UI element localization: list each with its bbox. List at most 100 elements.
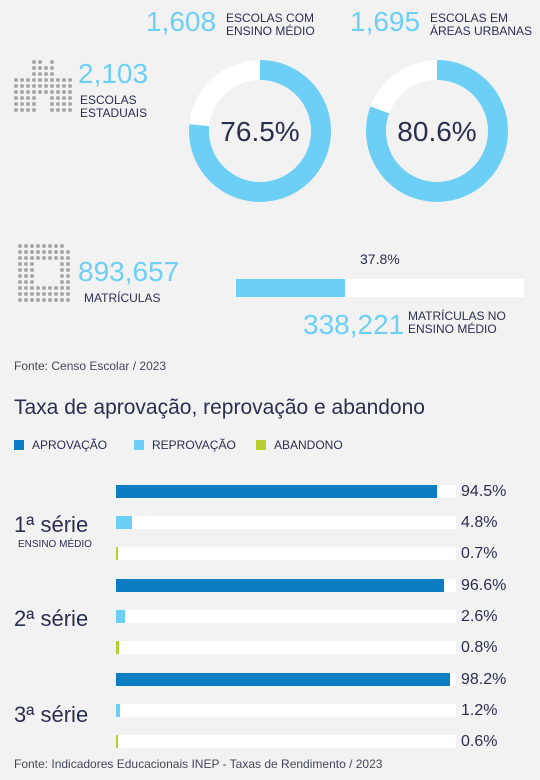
icon-dot — [56, 90, 60, 94]
legend-item-abandono: ABANDONO — [256, 438, 343, 452]
icon-dot — [30, 298, 34, 302]
icon-dot — [62, 78, 66, 82]
icon-dot — [66, 286, 70, 290]
schools-high-school-label-line2: ENSINO MÉDIO — [226, 24, 315, 38]
icon-dot — [50, 60, 54, 64]
icon-dot — [54, 256, 58, 260]
enrollments-label: MATRÍCULAS — [84, 291, 161, 305]
source-bottom: Fonte: Indicadores Educacionais INEP - T… — [14, 757, 383, 771]
icon-dot — [62, 108, 66, 112]
icon-dot — [32, 108, 36, 112]
icon-dot — [54, 292, 58, 296]
legend-item-aprovacao: APROVAÇÃO — [14, 438, 107, 452]
icon-dot — [14, 78, 18, 82]
icon-dot — [18, 262, 22, 266]
icon-dot — [20, 96, 24, 100]
icon-dot — [44, 90, 48, 94]
icon-dot — [62, 84, 66, 88]
icon-dot — [48, 292, 52, 296]
icon-dot — [42, 256, 46, 260]
source-top: Fonte: Censo Escolar / 2023 — [14, 359, 167, 373]
enrollment-bar-fill — [236, 279, 345, 297]
icon-dot — [20, 108, 24, 112]
bar-track-abandono-1 — [116, 547, 456, 560]
icon-dot — [56, 102, 60, 106]
icon-dot — [32, 60, 36, 64]
icon-dot — [56, 84, 60, 88]
icon-dot — [18, 256, 22, 260]
bar-track-abandono-3 — [116, 735, 456, 748]
icon-dot — [30, 250, 34, 254]
icon-dot — [56, 108, 60, 112]
icon-dot — [44, 72, 48, 76]
icon-dot — [68, 108, 72, 112]
icon-dot — [38, 84, 42, 88]
bar-reprovacao-2 — [116, 610, 125, 623]
icon-dot — [24, 250, 28, 254]
icon-dot — [18, 292, 22, 296]
donut-urban-percent: 80.6% — [397, 116, 476, 147]
icon-dot — [18, 280, 22, 284]
donut-urban: 80.6% — [366, 60, 508, 202]
icon-dot — [54, 244, 58, 248]
icon-dot — [20, 90, 24, 94]
bar-aprovacao-1 — [116, 485, 438, 498]
icon-dot — [66, 298, 70, 302]
icon-dot — [50, 66, 54, 70]
legend-label-aprovacao: APROVAÇÃO — [32, 438, 108, 452]
bar-track-reprovacao-3 — [116, 704, 456, 717]
icon-dot — [30, 268, 34, 272]
icon-dot — [26, 78, 30, 82]
enrollment-bar-percent: 37.8% — [360, 251, 400, 267]
category-label-3: 3ª série — [14, 702, 89, 727]
icon-dot — [60, 298, 64, 302]
icon-dot — [24, 280, 28, 284]
icon-dot — [38, 72, 42, 76]
bar-abandono-2 — [116, 641, 119, 654]
schools-urban-value: 1,695 — [350, 6, 421, 37]
data-label-aprovacao-2: 96.6% — [461, 577, 507, 594]
icon-dot — [30, 286, 34, 290]
icon-dot — [24, 286, 28, 290]
icon-dot — [56, 96, 60, 100]
icon-dot — [38, 90, 42, 94]
icon-dot — [66, 250, 70, 254]
icon-dot — [24, 262, 28, 266]
legend-swatch-abandono — [256, 440, 266, 450]
icon-dot — [38, 66, 42, 70]
icon-dot — [30, 262, 34, 266]
icon-dot — [60, 268, 64, 272]
icon-dot — [32, 102, 36, 106]
icon-dot — [48, 286, 52, 290]
data-label-abandono-1: 0.7% — [461, 545, 498, 562]
icon-dot — [60, 292, 64, 296]
donut-high-school-percent: 76.5% — [220, 116, 299, 147]
icon-dot — [50, 96, 54, 100]
data-label-aprovacao-3: 98.2% — [461, 671, 507, 688]
icon-dot — [50, 78, 54, 82]
icon-dot — [68, 78, 72, 82]
icon-dot — [66, 292, 70, 296]
legend-swatch-reprovacao — [134, 440, 144, 450]
icon-dot — [18, 244, 22, 248]
icon-dot — [32, 96, 36, 100]
icon-dot — [66, 268, 70, 272]
bar-reprovacao-3 — [116, 704, 121, 717]
chart-title: Taxa de aprovação, reprovação e abandono — [14, 396, 425, 419]
icon-dot — [48, 256, 52, 260]
schools-high-school-label: ESCOLAS COM ENSINO MÉDIO — [226, 12, 315, 38]
icon-dot — [36, 286, 40, 290]
icon-dot — [54, 298, 58, 302]
bar-aprovacao-2 — [116, 579, 445, 592]
document-icon — [18, 244, 70, 302]
legend-swatch-aprovacao — [14, 440, 24, 450]
data-label-aprovacao-1: 94.5% — [461, 483, 507, 500]
icon-dot — [50, 102, 54, 106]
schools-urban-label-line2: ÁREAS URBANAS — [430, 24, 533, 38]
enrollment-bar-track — [236, 279, 524, 297]
icon-dot — [20, 84, 24, 88]
icon-dot — [32, 66, 36, 70]
bar-track-abandono-2 — [116, 641, 456, 654]
enrollments-high-school-value: 338,221 — [303, 309, 405, 340]
icon-dot — [26, 102, 30, 106]
